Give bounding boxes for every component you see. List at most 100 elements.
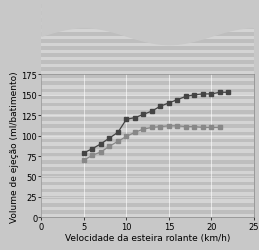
Bar (41, 128, 254, 132)
Bar (41, 78, 254, 82)
Pós-treinamento (176, 99, 179, 102)
Bar (41, 12, 254, 16)
Pré-treinamento (91, 154, 94, 157)
Legend: Pré-treinamento, Pós-treinamento: Pré-treinamento, Pós-treinamento (154, 14, 249, 35)
Bar (41, 203, 254, 207)
Bar (41, 146, 254, 150)
Bar (41, 139, 254, 143)
Bar (41, 118, 254, 121)
Bar (41, 189, 254, 192)
Pós-treinamento (218, 92, 221, 94)
Bar (41, 86, 254, 89)
Bar (41, 5, 254, 8)
Pós-treinamento (210, 93, 213, 96)
Bar (41, 44, 254, 47)
Bar (41, 114, 254, 118)
Bar (41, 157, 254, 160)
Pré-treinamento (167, 125, 170, 128)
Bar (41, 22, 254, 26)
Pós-treinamento (150, 110, 153, 113)
Pré-treinamento (133, 131, 136, 134)
Pré-treinamento (210, 126, 213, 130)
Bar (41, 50, 254, 54)
Bar (41, 132, 254, 136)
Pré-treinamento (176, 125, 179, 128)
Line: Pós-treinamento: Pós-treinamento (82, 91, 230, 155)
Pós-treinamento (227, 92, 230, 94)
Bar (41, 33, 254, 36)
Pré-treinamento (142, 128, 145, 131)
Bar (41, 54, 254, 58)
Bar (41, 61, 254, 64)
Bar (41, 107, 254, 111)
Pós-treinamento (82, 152, 85, 155)
Pré-treinamento (150, 126, 153, 130)
Pré-treinamento (116, 140, 119, 143)
Bar (41, 200, 254, 203)
Bar (41, 192, 254, 196)
Bar (41, 75, 254, 78)
Pós-treinamento (108, 137, 111, 140)
Bar (41, 207, 254, 210)
Pré-treinamento (108, 145, 111, 148)
Pós-treinamento (125, 118, 128, 121)
Pós-treinamento (99, 143, 103, 146)
Bar (41, 26, 254, 30)
Bar (41, 175, 254, 178)
Bar (41, 93, 254, 96)
Bar (41, 16, 254, 19)
Bar (41, 164, 254, 168)
Y-axis label: Volume de ejeção (ml/batimento): Volume de ejeção (ml/batimento) (10, 71, 19, 222)
X-axis label: Velocidade da esteira rolante (km/h): Velocidade da esteira rolante (km/h) (65, 234, 230, 242)
Bar (41, 68, 254, 71)
Pré-treinamento (82, 159, 85, 162)
Bar (41, 125, 254, 128)
Bar (41, 30, 254, 33)
Bar (41, 72, 254, 75)
Pós-treinamento (184, 96, 188, 98)
Pós-treinamento (133, 117, 136, 120)
Bar (41, 182, 254, 186)
Bar (41, 160, 254, 164)
Bar (41, 186, 254, 189)
Bar (41, 64, 254, 68)
Pré-treinamento (159, 126, 162, 128)
Pré-treinamento (125, 136, 128, 138)
Bar (41, 47, 254, 50)
Pós-treinamento (193, 94, 196, 97)
Bar (41, 150, 254, 154)
Bar (41, 110, 254, 114)
Bar (41, 121, 254, 125)
Pós-treinamento (201, 93, 204, 96)
Pré-treinamento (193, 126, 196, 128)
Pós-treinamento (142, 114, 145, 116)
Bar (41, 104, 254, 107)
Line: Pré-treinamento: Pré-treinamento (82, 124, 222, 162)
Bar (41, 82, 254, 86)
Bar (41, 8, 254, 12)
Pós-treinamento (159, 105, 162, 108)
Bar (41, 19, 254, 22)
Bar (41, 168, 254, 171)
Bar (41, 210, 254, 214)
Bar (41, 214, 254, 218)
Pós-treinamento (167, 102, 170, 105)
Bar (41, 136, 254, 139)
Bar (41, 36, 254, 40)
Bar (41, 96, 254, 100)
Bar (41, 153, 254, 157)
Bar (41, 171, 254, 175)
Bar (41, 58, 254, 61)
Pré-treinamento (99, 151, 103, 154)
Bar (41, 143, 254, 146)
Bar (41, 196, 254, 200)
Bar (41, 89, 254, 93)
Pré-treinamento (218, 126, 221, 130)
Pré-treinamento (184, 126, 188, 128)
Pós-treinamento (116, 131, 119, 134)
Bar (41, 100, 254, 103)
Bar (41, 178, 254, 182)
Bar (41, 40, 254, 43)
Pós-treinamento (91, 148, 94, 150)
Pré-treinamento (201, 126, 204, 130)
